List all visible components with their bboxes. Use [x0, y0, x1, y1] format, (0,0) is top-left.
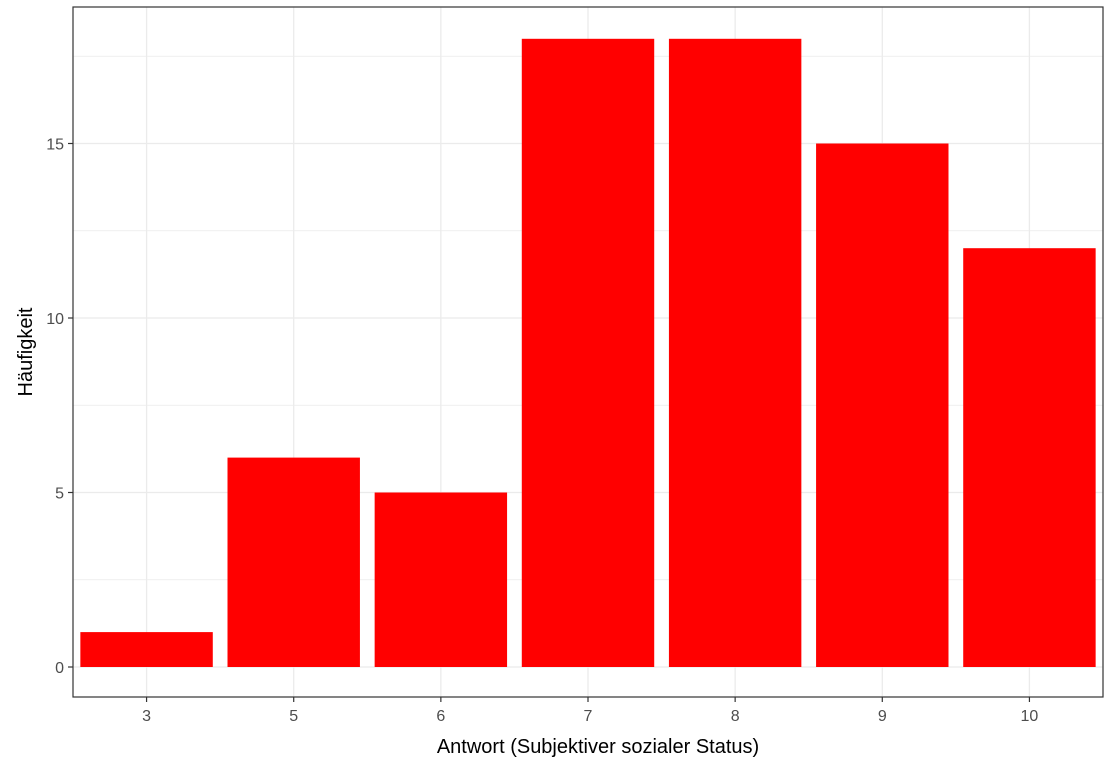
x-axis-title: Antwort (Subjektiver sozialer Status) [437, 736, 759, 758]
y-tick-label: 10 [46, 311, 64, 328]
bar-9 [816, 143, 949, 667]
x-tick-label: 10 [1021, 708, 1039, 725]
y-axis-title: Häufigkeit [15, 307, 37, 396]
bar-8 [668, 38, 802, 668]
bar-6 [374, 492, 508, 667]
bar-7 [521, 38, 655, 668]
x-tick-label: 3 [142, 708, 151, 725]
x-tick-label: 6 [436, 708, 445, 725]
x-tick-label: 8 [731, 708, 740, 725]
bars [80, 38, 1096, 668]
axes: 0 5 10 15 3 5 6 7 8 9 10 [46, 137, 1038, 726]
bar-5 [227, 457, 360, 667]
y-tick-label: 15 [46, 137, 64, 154]
y-tick-label: 0 [55, 660, 64, 677]
bar-10 [963, 248, 1096, 667]
x-tick-label: 7 [584, 708, 593, 725]
bar-3 [80, 632, 213, 667]
x-tick-label: 9 [878, 708, 887, 725]
x-tick-label: 5 [289, 708, 298, 725]
y-tick-label: 5 [55, 486, 64, 503]
